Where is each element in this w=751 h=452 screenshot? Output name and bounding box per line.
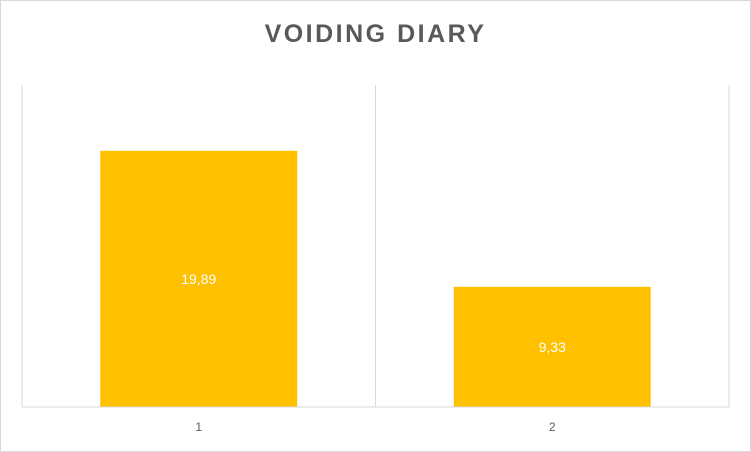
bar-1 xyxy=(100,150,298,407)
data-label-2: 9,33 xyxy=(539,339,566,355)
chart-title: VOIDING DIARY xyxy=(264,20,487,48)
bar-2 xyxy=(453,286,651,407)
x-tick-label-2: 2 xyxy=(549,420,556,434)
x-tick-label-1: 1 xyxy=(195,420,202,434)
data-label-1: 19,89 xyxy=(181,271,216,287)
data-labels: 19,89 9,33 xyxy=(181,271,566,355)
bars xyxy=(100,150,651,407)
category-separators xyxy=(21,85,730,407)
